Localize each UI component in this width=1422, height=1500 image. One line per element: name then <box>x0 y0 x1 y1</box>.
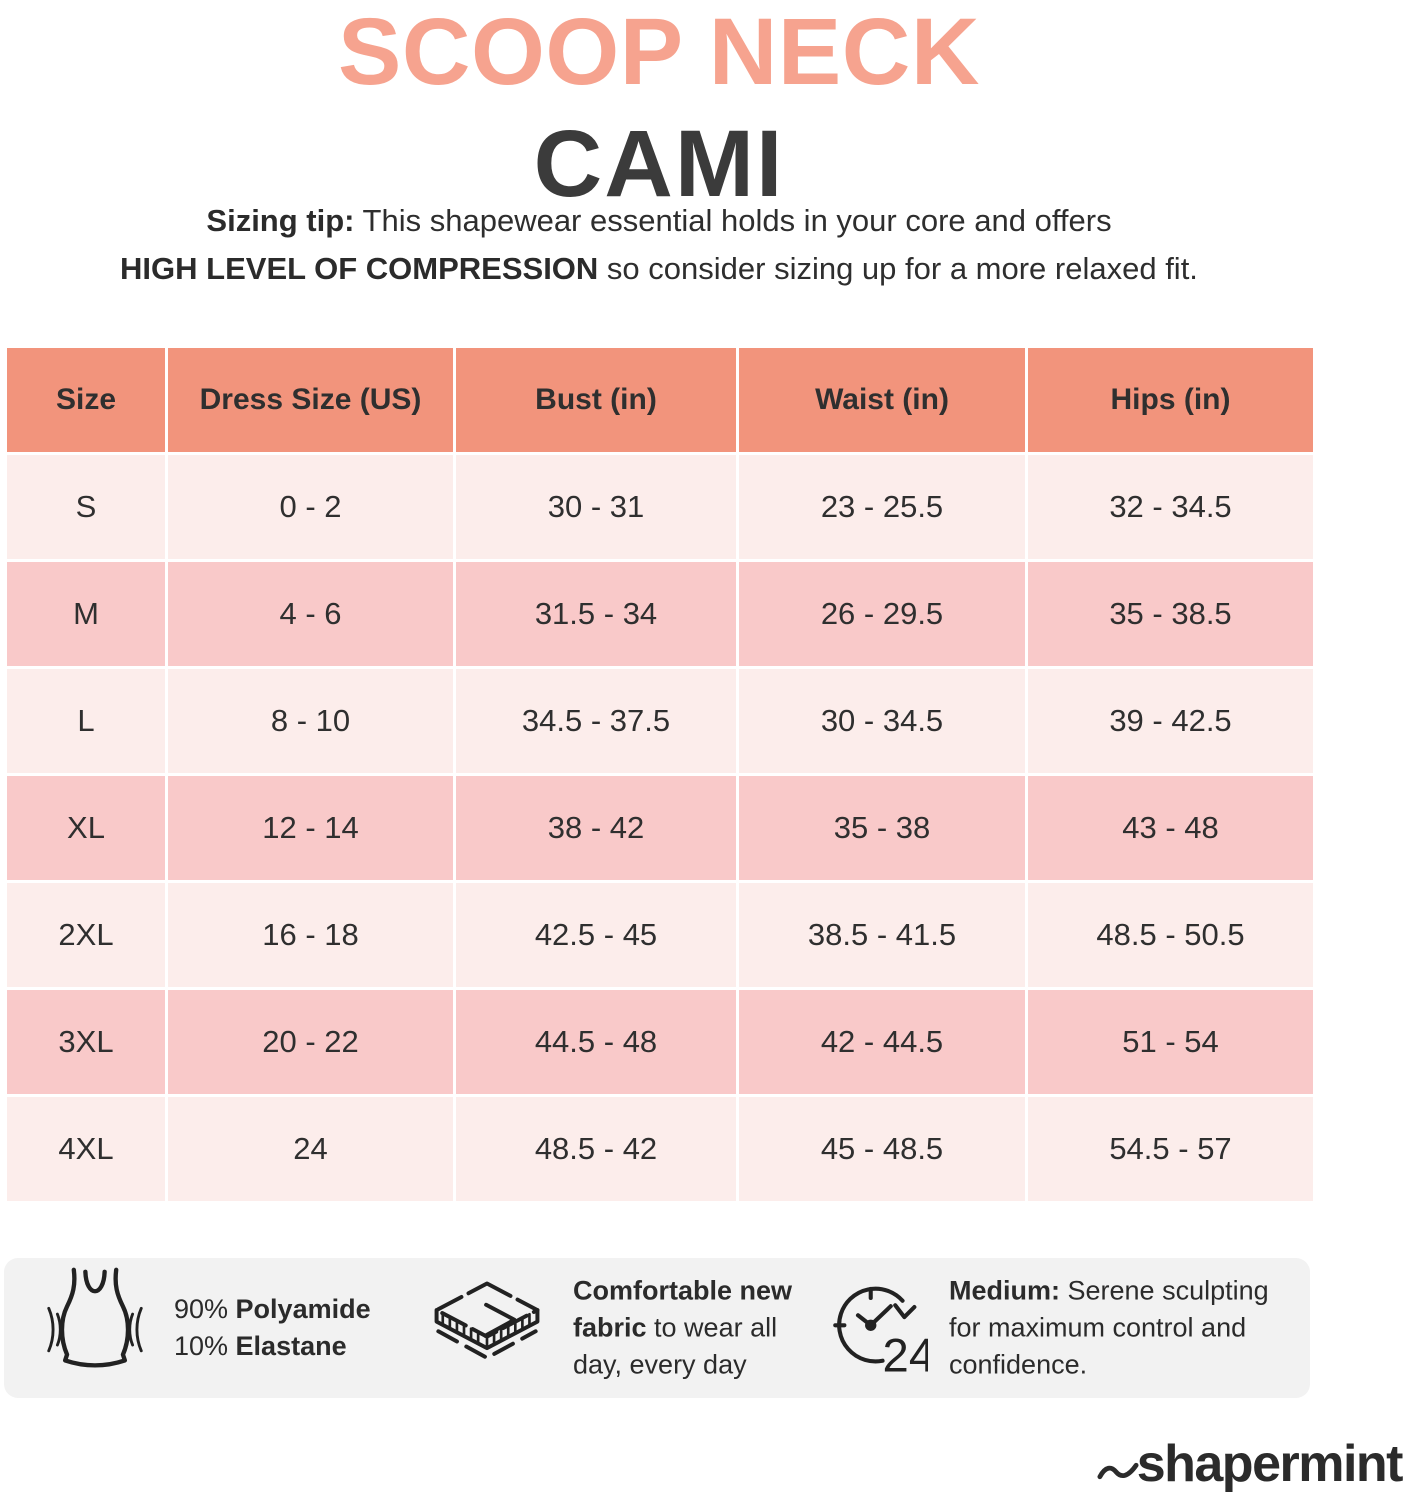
material-pct-1: 90% <box>174 1294 236 1324</box>
bust-cell: 48.5 - 42 <box>453 1094 739 1204</box>
dress-cell: 0 - 2 <box>165 452 456 562</box>
size-cell: S <box>4 452 168 562</box>
size-cell: L <box>4 666 168 776</box>
header-cell-bust: Bust (in) <box>453 345 739 455</box>
bust-cell: 31.5 - 34 <box>453 559 739 669</box>
header-cell-hips: Hips (in) <box>1025 345 1316 455</box>
features-panel: 90% Polyamide 10% Elastane Comfortable n… <box>4 1258 1310 1398</box>
compression-rest-text: Serene sculpting for maximum control and… <box>949 1275 1269 1380</box>
material-name-1: Polyamide <box>235 1294 371 1324</box>
bust-cell: 34.5 - 37.5 <box>453 666 739 776</box>
fabric-layers-icon <box>434 1281 540 1360</box>
feature-material-text: 90% Polyamide 10% Elastane <box>174 1291 371 1365</box>
waist-cell: 30 - 34.5 <box>736 666 1028 776</box>
dress-cell: 4 - 6 <box>165 559 456 669</box>
hips-cell: 51 - 54 <box>1025 987 1316 1097</box>
sizing-tip-line-1: Sizing tip: This shapewear essential hol… <box>4 197 1314 245</box>
waist-cell: 23 - 25.5 <box>736 452 1028 562</box>
feature-material-line-2: 10% Elastane <box>174 1328 371 1365</box>
size-cell: XL <box>4 773 168 883</box>
table-row-3xl: 3XL 20 - 22 44.5 - 48 42 - 44.5 51 - 54 <box>4 987 1316 1097</box>
bust-cell: 38 - 42 <box>453 773 739 883</box>
bust-cell: 44.5 - 48 <box>453 987 739 1097</box>
header-cell-waist: Waist (in) <box>736 345 1028 455</box>
feature-compression-text: Medium: Serene sculpting for maximum con… <box>949 1273 1284 1384</box>
waist-cell: 38.5 - 41.5 <box>736 880 1028 990</box>
table-row-m: M 4 - 6 31.5 - 34 26 - 29.5 35 - 38.5 <box>4 559 1316 669</box>
bust-cell: 42.5 - 45 <box>453 880 739 990</box>
waist-cell: 42 - 44.5 <box>736 987 1028 1097</box>
svg-text:24: 24 <box>883 1330 928 1378</box>
table-row-2xl: 2XL 16 - 18 42.5 - 45 38.5 - 41.5 48.5 -… <box>4 880 1316 990</box>
sizing-tip-rest-1: This shapewear essential holds in your c… <box>354 203 1112 238</box>
size-cell: 3XL <box>4 987 168 1097</box>
brand-logo: shapermint <box>1097 1435 1404 1493</box>
feature-fabric-text: Comfortable new fabric to wear all day, … <box>573 1273 818 1384</box>
waist-cell: 35 - 38 <box>736 773 1028 883</box>
size-table: Size Dress Size (US) Bust (in) Waist (in… <box>4 345 1316 1204</box>
table-row-s: S 0 - 2 30 - 31 23 - 25.5 32 - 34.5 <box>4 452 1316 562</box>
dress-cell: 24 <box>165 1094 456 1204</box>
dress-cell: 20 - 22 <box>165 987 456 1097</box>
hips-cell: 54.5 - 57 <box>1025 1094 1316 1204</box>
dress-cell: 12 - 14 <box>165 773 456 883</box>
fabric-rest-text: to wear all day, every day <box>573 1312 778 1380</box>
table-row-l: L 8 - 10 34.5 - 37.5 30 - 34.5 39 - 42.5 <box>4 666 1316 776</box>
hips-cell: 32 - 34.5 <box>1025 452 1316 562</box>
bust-cell: 30 - 31 <box>453 452 739 562</box>
dress-cell: 16 - 18 <box>165 880 456 990</box>
logo-text: shapermint <box>1136 1435 1404 1493</box>
sizing-tip-line-2: HIGH LEVEL OF COMPRESSION so consider si… <box>4 245 1314 293</box>
logo-squiggle-icon <box>1097 1462 1139 1480</box>
header-cell-dress: Dress Size (US) <box>165 345 456 455</box>
hips-cell: 48.5 - 50.5 <box>1025 880 1316 990</box>
page-title-line-2: CAMI <box>533 111 785 217</box>
sizing-tip: Sizing tip: This shapewear essential hol… <box>4 197 1314 293</box>
size-cell: M <box>4 559 168 669</box>
sizing-tip-bold-2: HIGH LEVEL OF COMPRESSION <box>120 251 599 286</box>
size-cell: 4XL <box>4 1094 168 1204</box>
waist-cell: 26 - 29.5 <box>736 559 1028 669</box>
material-pct-2: 10% <box>174 1331 236 1361</box>
material-name-2: Elastane <box>235 1331 347 1361</box>
feature-material-line-1: 90% Polyamide <box>174 1291 371 1328</box>
hips-cell: 43 - 48 <box>1025 773 1316 883</box>
clock-24-icon: 24 <box>833 1286 928 1378</box>
cami-wave-icon <box>47 1267 143 1368</box>
sizing-tip-bold-1: Sizing tip: <box>206 203 355 238</box>
table-header-row: Size Dress Size (US) Bust (in) Waist (in… <box>4 345 1316 455</box>
hips-cell: 39 - 42.5 <box>1025 666 1316 776</box>
size-cell: 2XL <box>4 880 168 990</box>
sizing-tip-rest-2: so consider sizing up for a more relaxed… <box>598 251 1198 286</box>
fabric-bold-text: Comfortable new fabric <box>573 1275 793 1343</box>
compression-bold-text: Medium: <box>949 1275 1060 1306</box>
header-cell-size: Size <box>4 345 168 455</box>
page-content: SCOOP NECK CAMI Sizing tip: This shapewe… <box>4 0 1316 1500</box>
hips-cell: 35 - 38.5 <box>1025 559 1316 669</box>
page-title-line-1: SCOOP NECK <box>338 0 980 105</box>
dress-cell: 8 - 10 <box>165 666 456 776</box>
waist-cell: 45 - 48.5 <box>736 1094 1028 1204</box>
table-row-xl: XL 12 - 14 38 - 42 35 - 38 43 - 48 <box>4 773 1316 883</box>
table-row-4xl: 4XL 24 48.5 - 42 45 - 48.5 54.5 - 57 <box>4 1094 1316 1204</box>
